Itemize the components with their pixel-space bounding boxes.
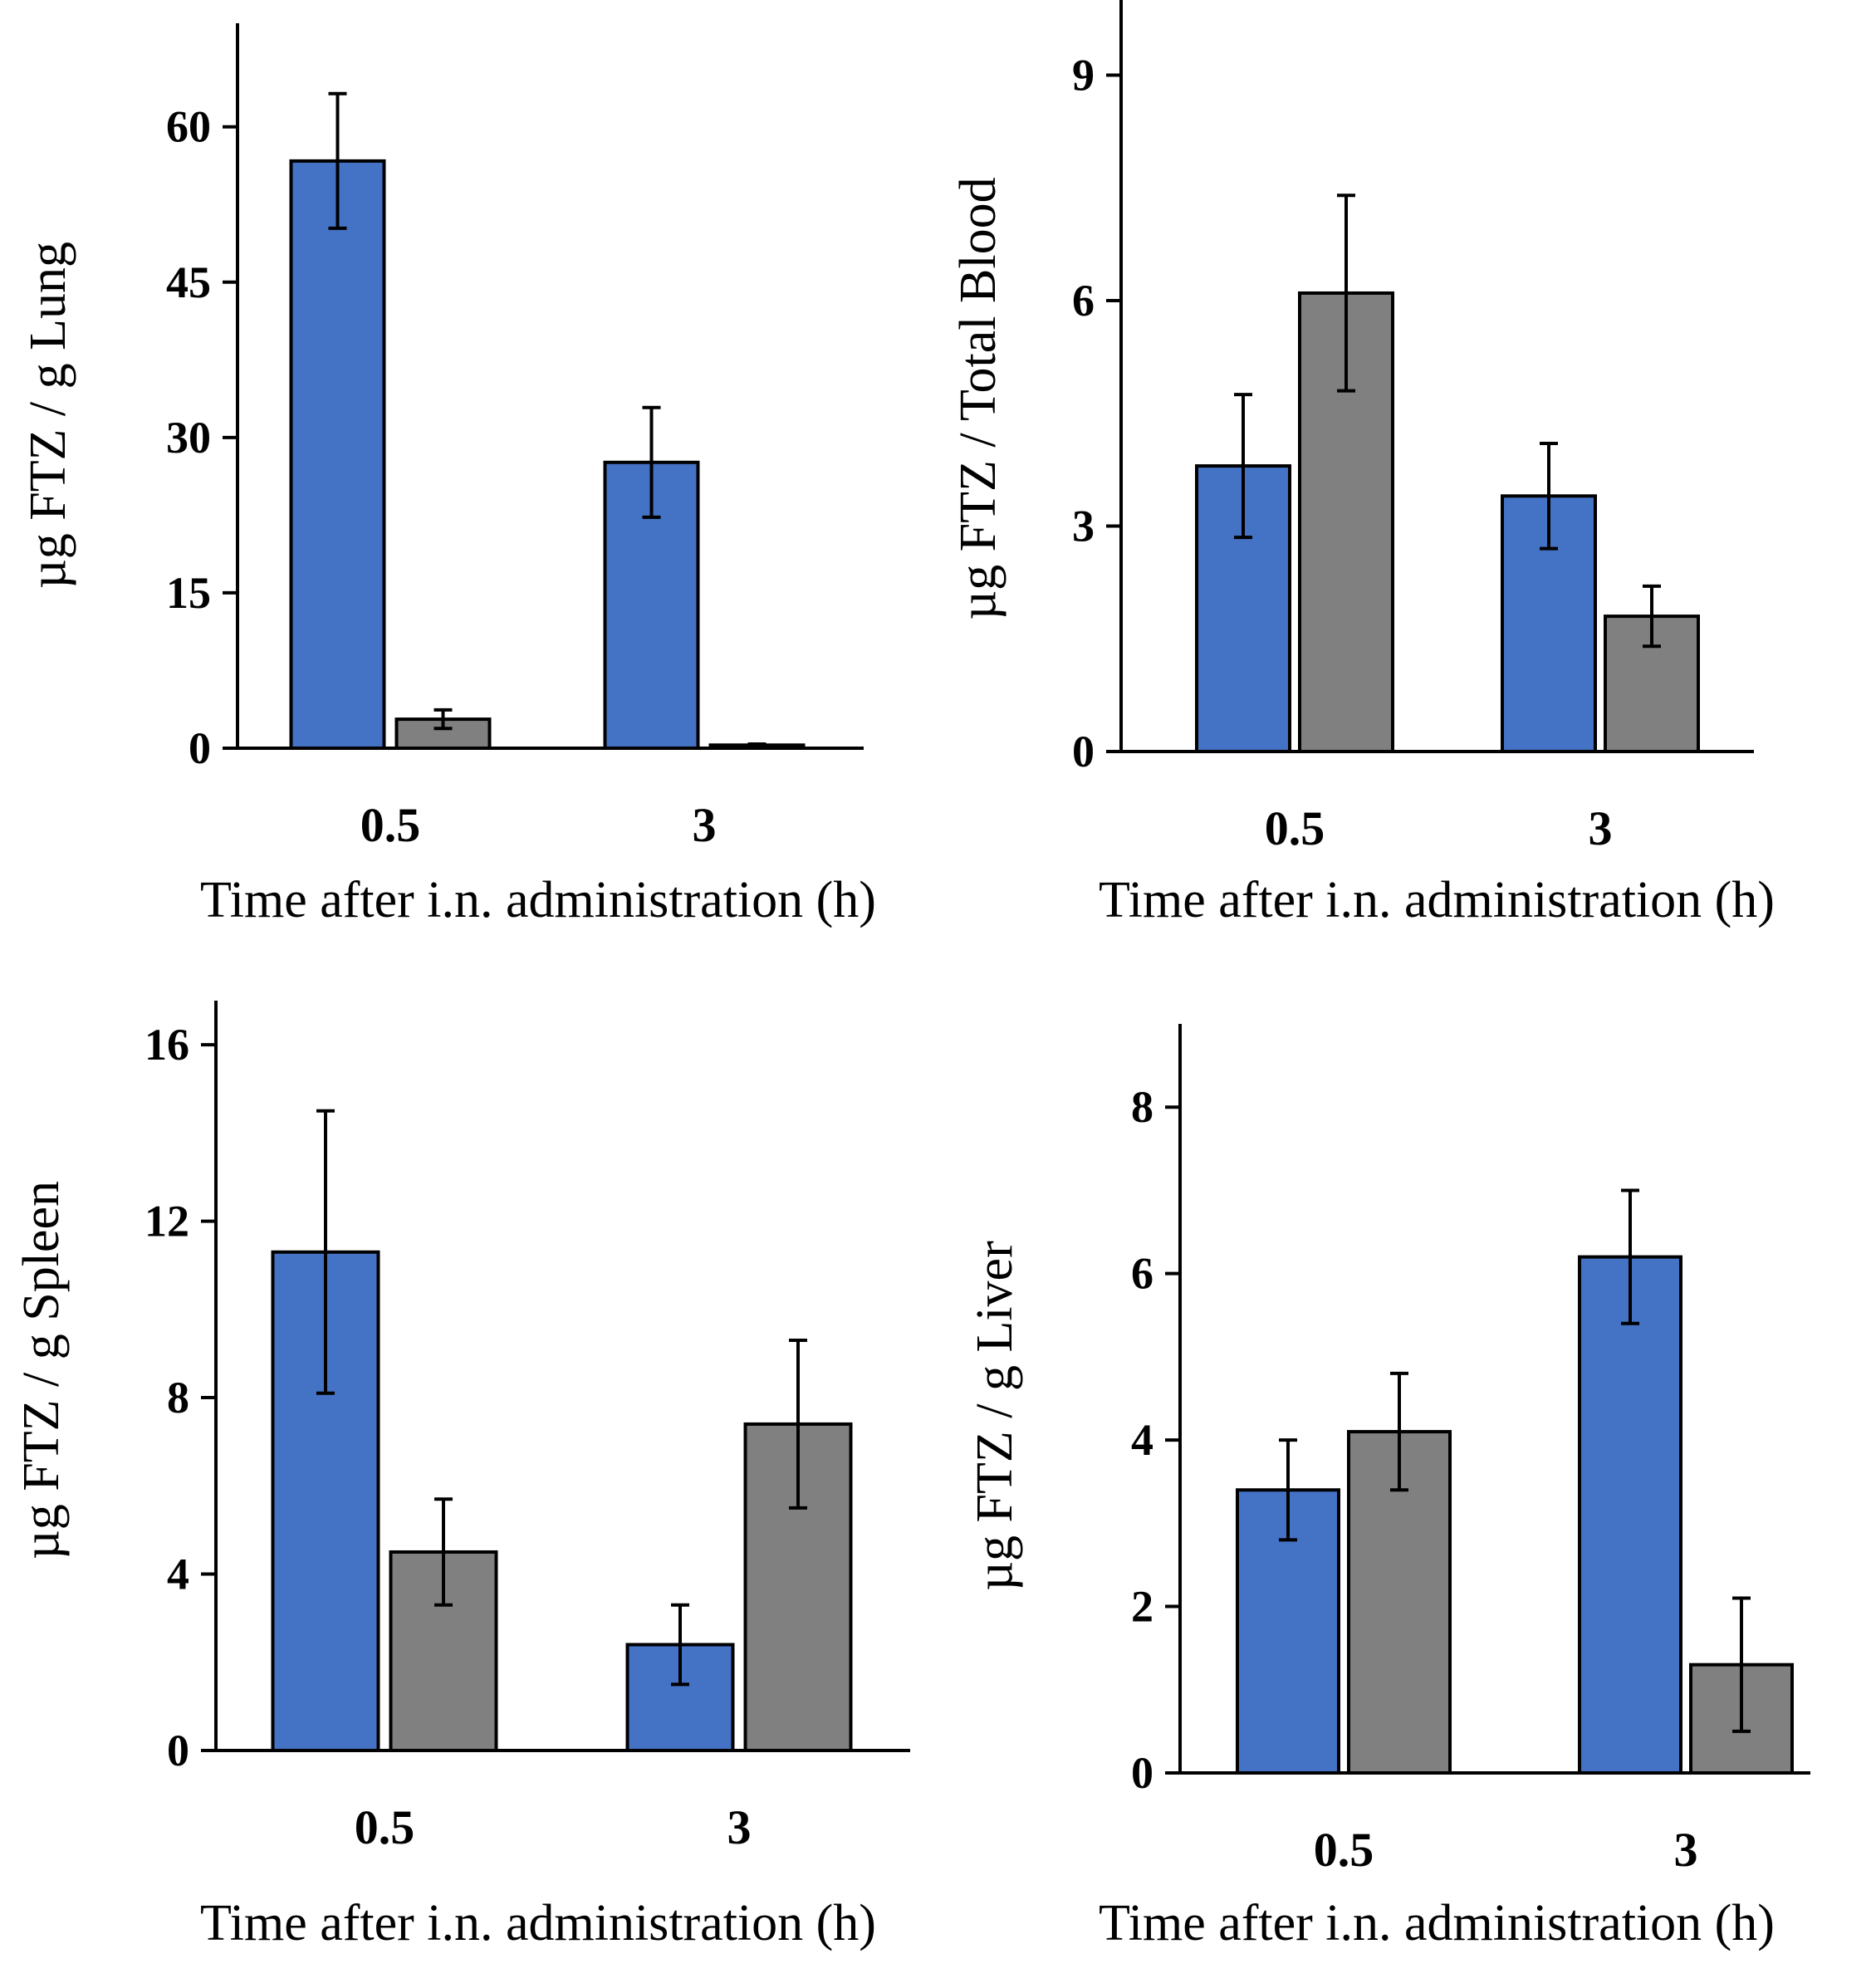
- y-tick-label: 16: [144, 1020, 189, 1070]
- x-category-label: 3: [727, 1800, 752, 1854]
- x-axis-title: Time after i.n. administration (h): [1099, 1895, 1775, 1951]
- y-tick-label: 45: [166, 257, 211, 307]
- y-tick-label: 4: [1131, 1415, 1153, 1465]
- x-axis-title: Time after i.n. administration (h): [1099, 872, 1775, 928]
- x-axis-title: Time after i.n. administration (h): [200, 872, 876, 928]
- y-tick-label: 12: [144, 1197, 189, 1246]
- y-tick-label: 0: [1072, 727, 1095, 776]
- chart-panel-1: 0 15 30 45 60 0.5 3 Time after i.n. administrat…: [20, 23, 876, 928]
- y-tick-label: 9: [1072, 51, 1095, 100]
- y-tick-label: 6: [1072, 276, 1095, 326]
- y-tick-label: 0: [1131, 1748, 1153, 1798]
- chart-panel-2: 0 3 6 9 0.5 3 Time after i.n. administration (…: [950, 0, 1775, 928]
- x-category-label: 0.5: [1314, 1823, 1374, 1877]
- y-tick-label: 60: [166, 102, 211, 152]
- y-tick-label: 8: [1131, 1082, 1153, 1132]
- x-category-label: 3: [1674, 1823, 1698, 1877]
- y-tick-label: 30: [166, 413, 211, 463]
- x-category-label: 0.5: [360, 798, 421, 852]
- y-tick-label: 0: [167, 1726, 189, 1775]
- bar-1-0.5: [289, 159, 386, 750]
- y-tick-label: 3: [1072, 502, 1095, 551]
- x-category-label: 3: [693, 798, 717, 852]
- y-tick-label: 4: [167, 1550, 189, 1599]
- bar-1-3: [1578, 1255, 1682, 1775]
- y-tick-label: 0: [189, 723, 211, 773]
- x-category-label: 0.5: [355, 1800, 415, 1854]
- y-tick-label: 15: [166, 568, 211, 618]
- y-tick-label: 8: [167, 1373, 189, 1422]
- y-axis-title: µg FTZ / g Liver: [967, 1241, 1023, 1591]
- chart-panel-3: 0 4 8 12 16 0.5 3 Time after i.n. administratio…: [13, 1001, 910, 1951]
- x-category-label: 0.5: [1265, 801, 1325, 855]
- y-tick-label: 6: [1131, 1249, 1153, 1299]
- x-category-label: 3: [1589, 801, 1613, 855]
- y-axis-title: µg FTZ / g Spleen: [13, 1181, 70, 1560]
- y-axis-title: µg FTZ / Total Blood: [950, 177, 1007, 619]
- y-axis-title: µg FTZ / g Lung: [20, 242, 76, 589]
- x-axis-title: Time after i.n. administration (h): [200, 1895, 876, 1951]
- chart-panel-4: 0 2 4 6 8 0.5 3 Time after i.n. administration …: [967, 1024, 1810, 1951]
- y-tick-label: 2: [1131, 1582, 1153, 1632]
